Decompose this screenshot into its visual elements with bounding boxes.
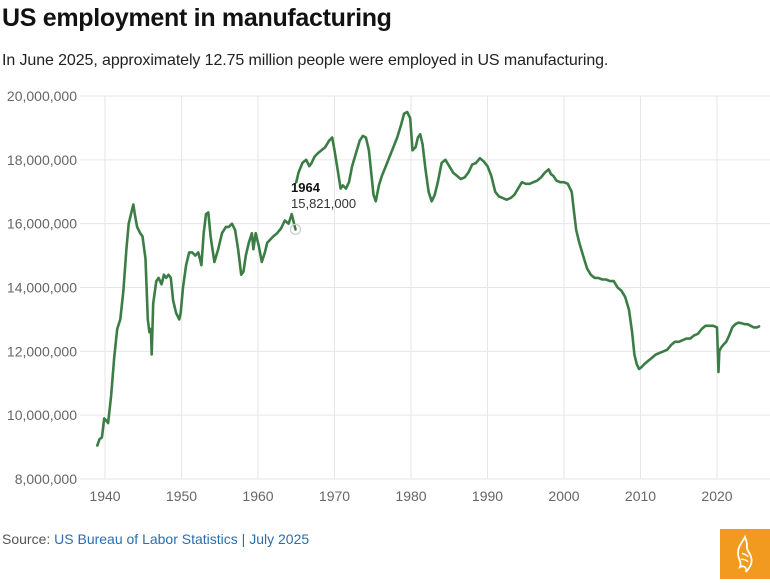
annotation-value: 15,821,000	[291, 196, 356, 211]
annotation-year: 1964	[291, 180, 321, 195]
al-jazeera-logo[interactable]	[720, 529, 770, 579]
chart-subtitle: In June 2025, approximately 12.75 millio…	[2, 52, 609, 69]
x-tick-label: 2000	[548, 488, 579, 504]
series-lines	[96, 110, 761, 447]
x-axis-ticks: 1940 1950 1960 1970 1980 1990 2000 2010 2020	[89, 488, 732, 504]
chart-title: US employment in manufacturing	[2, 4, 392, 32]
y-tick-label: 16,000,000	[7, 216, 77, 232]
annotation-marker[interactable]	[289, 223, 302, 235]
annotation-1964: 1964 15,821,000	[289, 180, 356, 235]
y-tick-label: 14,000,000	[7, 280, 77, 296]
y-axis-ticks: 8,000,000 10,000,000 12,000,000 14,000,000 1…	[7, 88, 77, 487]
source-link[interactable]: US Bureau of Labor Statistics | July 202…	[54, 531, 310, 547]
y-tick-label: 18,000,000	[7, 152, 77, 168]
x-tick-label: 2010	[625, 488, 656, 504]
source-line: Source: US Bureau of Labor Statistics | …	[2, 531, 309, 547]
y-tick-label: 12,000,000	[7, 343, 77, 359]
x-tick-label: 1990	[472, 488, 503, 504]
al-jazeera-logo-icon	[737, 534, 753, 573]
x-tick-label: 2020	[701, 488, 732, 504]
series-line-2[interactable]	[294, 110, 761, 374]
series-line-1[interactable]	[96, 203, 297, 447]
x-tick-label: 1960	[242, 488, 273, 504]
source-label: Source:	[2, 531, 51, 547]
y-tick-label: 20,000,000	[7, 88, 77, 104]
line-chart: 8,000,000 10,000,000 12,000,000 14,000,000 1…	[7, 88, 770, 504]
y-tick-label: 8,000,000	[15, 471, 77, 487]
x-tick-label: 1940	[89, 488, 120, 504]
x-tick-label: 1970	[319, 488, 350, 504]
x-gridlines	[104, 96, 718, 479]
x-tick-label: 1980	[395, 488, 426, 504]
x-tick-label: 1950	[166, 488, 197, 504]
y-tick-label: 10,000,000	[7, 407, 77, 423]
